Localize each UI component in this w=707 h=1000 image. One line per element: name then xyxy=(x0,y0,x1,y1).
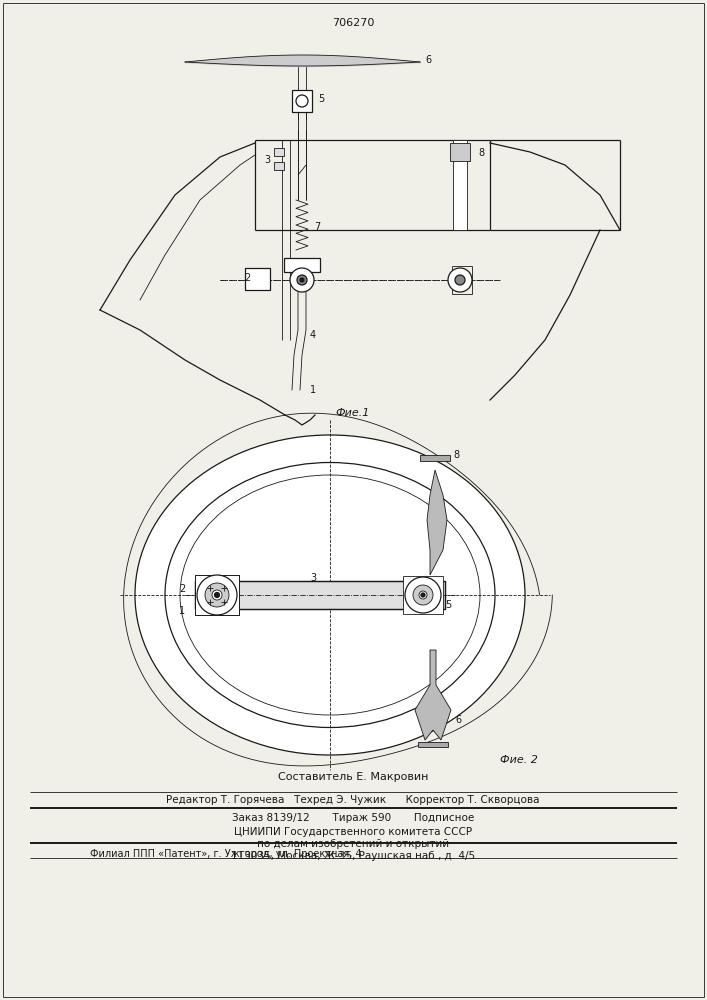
Text: 2: 2 xyxy=(244,273,250,283)
Circle shape xyxy=(455,275,465,285)
Bar xyxy=(284,258,320,272)
Circle shape xyxy=(405,577,441,613)
Text: Заказ 8139/12       Тираж 590       Подписное: Заказ 8139/12 Тираж 590 Подписное xyxy=(232,813,474,823)
Bar xyxy=(292,90,312,112)
Text: Фие.1: Фие.1 xyxy=(336,408,370,418)
Circle shape xyxy=(297,275,307,285)
Text: 3: 3 xyxy=(310,573,316,583)
Circle shape xyxy=(197,575,237,615)
Bar xyxy=(245,268,270,290)
Text: 4: 4 xyxy=(310,330,316,340)
Text: 2: 2 xyxy=(179,584,185,594)
Bar xyxy=(195,575,239,615)
Circle shape xyxy=(205,583,229,607)
Text: 113035, Москва, Ж-35, Раушская наб., д. 4/5: 113035, Москва, Ж-35, Раушская наб., д. … xyxy=(231,851,475,861)
Bar xyxy=(450,143,470,161)
Circle shape xyxy=(413,585,433,605)
Text: Редактор Т. Горячева   Техред Э. Чужик      Корректор Т. Скворцова: Редактор Т. Горячева Техред Э. Чужик Кор… xyxy=(166,795,539,805)
Text: 3: 3 xyxy=(264,155,270,165)
Text: ЦНИИПИ Государственного комитета СССР: ЦНИИПИ Государственного комитета СССР xyxy=(234,827,472,837)
Text: 706270: 706270 xyxy=(332,18,374,28)
Text: по делам изобретений и открытий: по делам изобретений и открытий xyxy=(257,839,449,849)
Text: 7: 7 xyxy=(314,222,320,232)
Bar xyxy=(420,455,450,461)
Circle shape xyxy=(212,590,222,600)
Text: 5: 5 xyxy=(318,94,325,104)
Text: 6: 6 xyxy=(455,715,461,725)
Bar xyxy=(195,575,239,615)
Text: 6: 6 xyxy=(425,55,431,65)
Bar xyxy=(418,742,448,747)
Text: 8: 8 xyxy=(453,450,459,460)
Polygon shape xyxy=(427,470,447,575)
Bar xyxy=(452,266,472,294)
Circle shape xyxy=(290,268,314,292)
Circle shape xyxy=(421,593,425,597)
Ellipse shape xyxy=(180,475,480,715)
Circle shape xyxy=(300,278,304,282)
Bar xyxy=(195,581,445,609)
Text: 1: 1 xyxy=(310,385,316,395)
Circle shape xyxy=(419,591,427,599)
Polygon shape xyxy=(415,650,451,740)
Text: Филиал ППП «Патент», г. Ужгород, ул. Проектная, 4: Филиал ППП «Патент», г. Ужгород, ул. Про… xyxy=(90,849,361,859)
Text: 5: 5 xyxy=(445,600,451,610)
Ellipse shape xyxy=(135,435,525,755)
Circle shape xyxy=(214,592,219,597)
Bar xyxy=(274,162,284,170)
Bar xyxy=(403,576,443,614)
Text: 8: 8 xyxy=(478,148,484,158)
Bar xyxy=(274,148,284,156)
Text: Фие. 2: Фие. 2 xyxy=(500,755,538,765)
Bar xyxy=(453,140,467,230)
Text: Составитель Е. Макровин: Составитель Е. Макровин xyxy=(278,772,428,782)
Ellipse shape xyxy=(165,462,495,728)
Text: 1: 1 xyxy=(179,606,185,616)
Bar xyxy=(195,581,445,609)
Circle shape xyxy=(448,268,472,292)
